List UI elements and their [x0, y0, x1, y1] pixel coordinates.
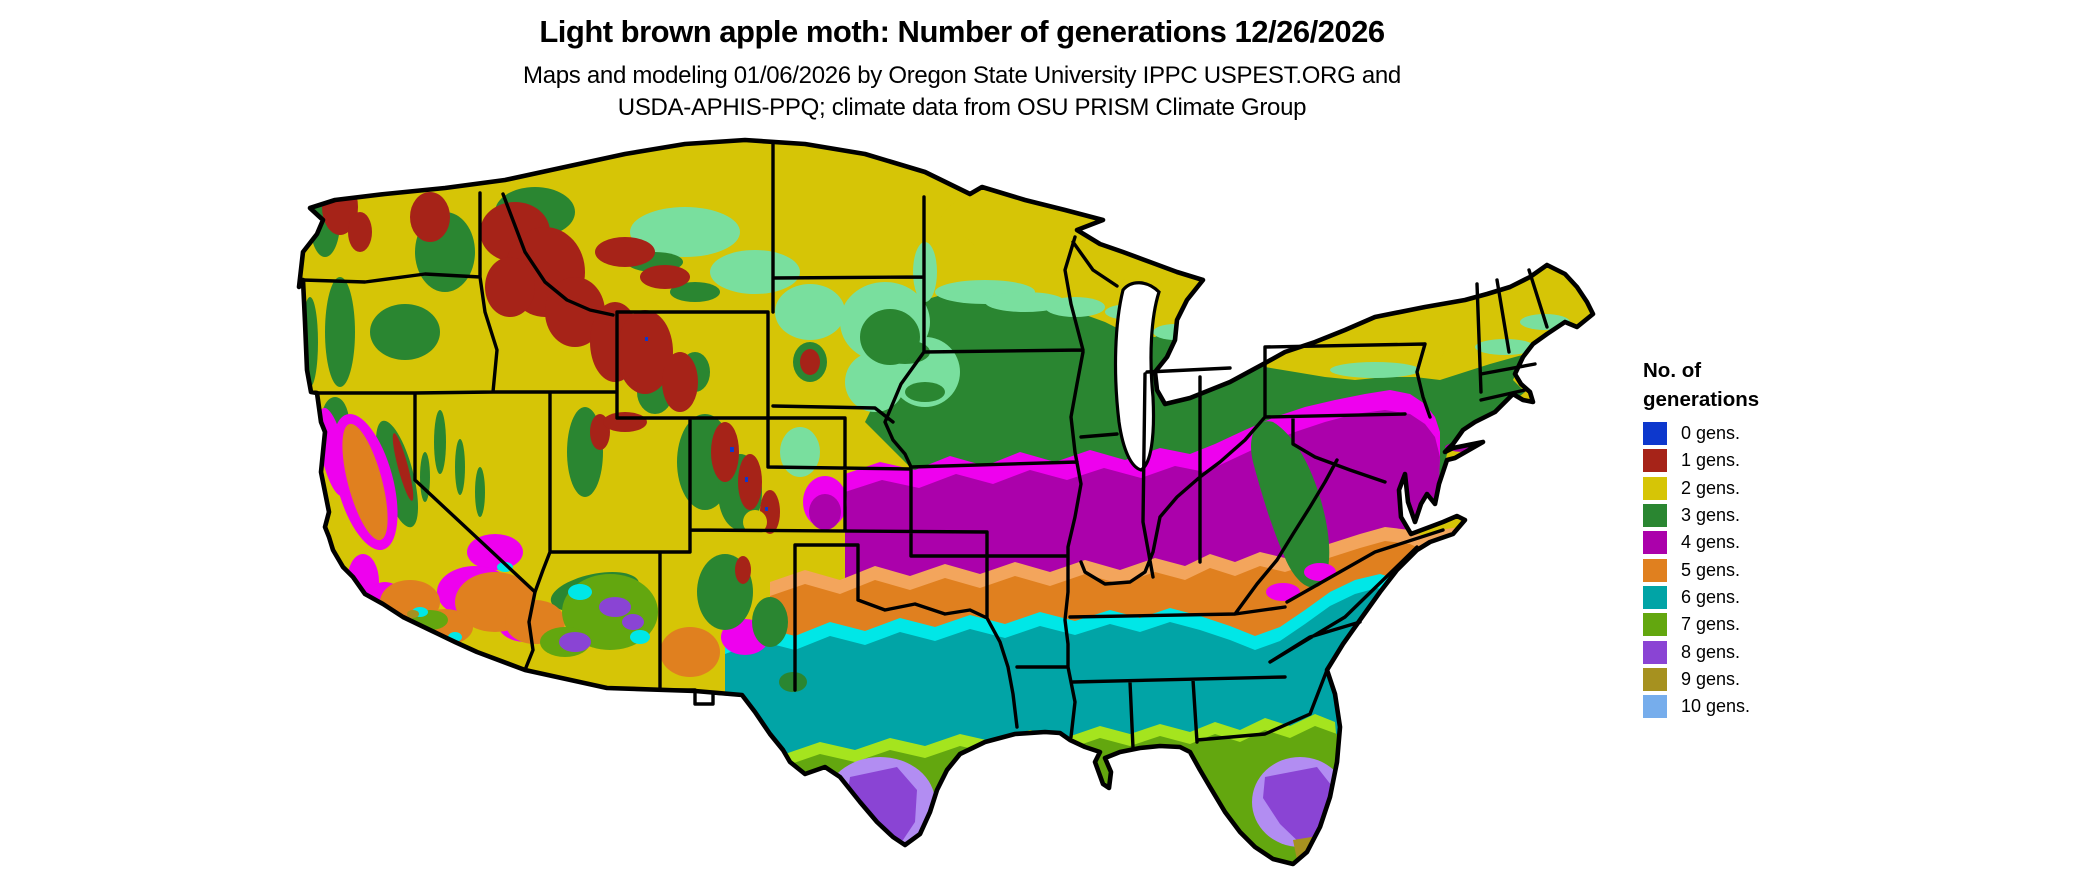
legend-label: 10 gens.	[1681, 696, 1751, 717]
legend-swatch-5-gens	[1643, 558, 1667, 582]
legend-label: 1 gens.	[1681, 450, 1741, 471]
legend: No. of generations 0 gens. 1 gens. 2 gen…	[1643, 356, 1883, 720]
legend-item-6-gens: 6 gens.	[1643, 584, 1883, 611]
legend-item-9-gens: 9 gens.	[1643, 666, 1883, 693]
legend-label: 2 gens.	[1681, 477, 1741, 498]
legend-swatch-6-gens	[1643, 585, 1667, 609]
legend-label: 0 gens.	[1681, 423, 1741, 444]
patches-0-gens-high-peaks	[645, 337, 768, 511]
legend-item-1-gens: 1 gens.	[1643, 447, 1883, 474]
legend-swatch-9-gens	[1643, 667, 1667, 691]
region-8-gens-south-texas	[847, 767, 917, 844]
subtitle-line-1: Maps and modeling 01/06/2026 by Oregon S…	[523, 62, 1401, 89]
legend-swatch-4-gens	[1643, 531, 1667, 555]
legend-swatch-0-gens	[1643, 422, 1667, 446]
state-borders	[301, 142, 1549, 750]
legend-title-line-2: generations	[1643, 388, 1760, 411]
subtitle-line-2: USDA-APHIS-PPQ; climate data from OSU PR…	[617, 94, 1307, 121]
legend-label: 6 gens.	[1681, 586, 1741, 607]
legend-item-2-gens: 2 gens.	[1643, 475, 1883, 502]
legend-item-10-gens: 10 gens.	[1643, 693, 1883, 720]
us-generations-map	[296, 137, 1596, 886]
legend-item-4-gens: 4 gens.	[1643, 529, 1883, 556]
florida-keys-10-gens	[1261, 879, 1266, 883]
header: Light brown apple moth: Number of genera…	[0, 14, 1924, 50]
patches-8-gens-southwest	[559, 597, 644, 652]
legend-title-line-1: No. of	[1643, 359, 1702, 382]
legend-label: 7 gens.	[1681, 614, 1741, 635]
patch-transition-valley	[1304, 563, 1336, 581]
region-3-gens-appalachians	[1251, 421, 1330, 588]
legend-label: 3 gens.	[1681, 505, 1741, 526]
legend-swatch-1-gens	[1643, 449, 1667, 473]
legend-item-8-gens: 8 gens.	[1643, 638, 1883, 665]
legend-swatch-7-gens	[1643, 613, 1667, 637]
legend-label: 9 gens.	[1681, 668, 1741, 689]
patch-1-gen-new-mexico	[735, 556, 751, 584]
legend-rows: 0 gens. 1 gens. 2 gens. 3 gens. 4 gens. …	[1643, 420, 1883, 720]
florida-keys-9-gens	[1270, 876, 1318, 886]
legend-item-7-gens: 7 gens.	[1643, 611, 1883, 638]
legend-item-3-gens: 3 gens.	[1643, 502, 1883, 529]
patch-9-gens-socal	[407, 610, 419, 618]
patch-4-gens-se-colorado	[809, 494, 841, 530]
legend-swatch-10-gens	[1643, 695, 1667, 719]
legend-swatch-2-gens	[1643, 476, 1667, 500]
patches-transition-6-southwest	[412, 562, 650, 644]
legend-label: 8 gens.	[1681, 641, 1741, 662]
legend-swatch-3-gens	[1643, 504, 1667, 528]
lake-michigan	[1113, 281, 1161, 472]
legend-label: 4 gens.	[1681, 532, 1741, 553]
legend-swatch-8-gens	[1643, 640, 1667, 664]
legend-title: No. of generations	[1643, 356, 1883, 414]
patch-transition-valley	[1266, 583, 1300, 601]
legend-item-0-gens: 0 gens.	[1643, 420, 1883, 447]
legend-item-5-gens: 5 gens.	[1643, 556, 1883, 583]
page-title: Light brown apple moth: Number of genera…	[539, 14, 1385, 49]
legend-label: 5 gens.	[1681, 559, 1741, 580]
us-outline	[296, 137, 1596, 867]
subtitle: Maps and modeling 01/06/2026 by Oregon S…	[0, 60, 1924, 124]
